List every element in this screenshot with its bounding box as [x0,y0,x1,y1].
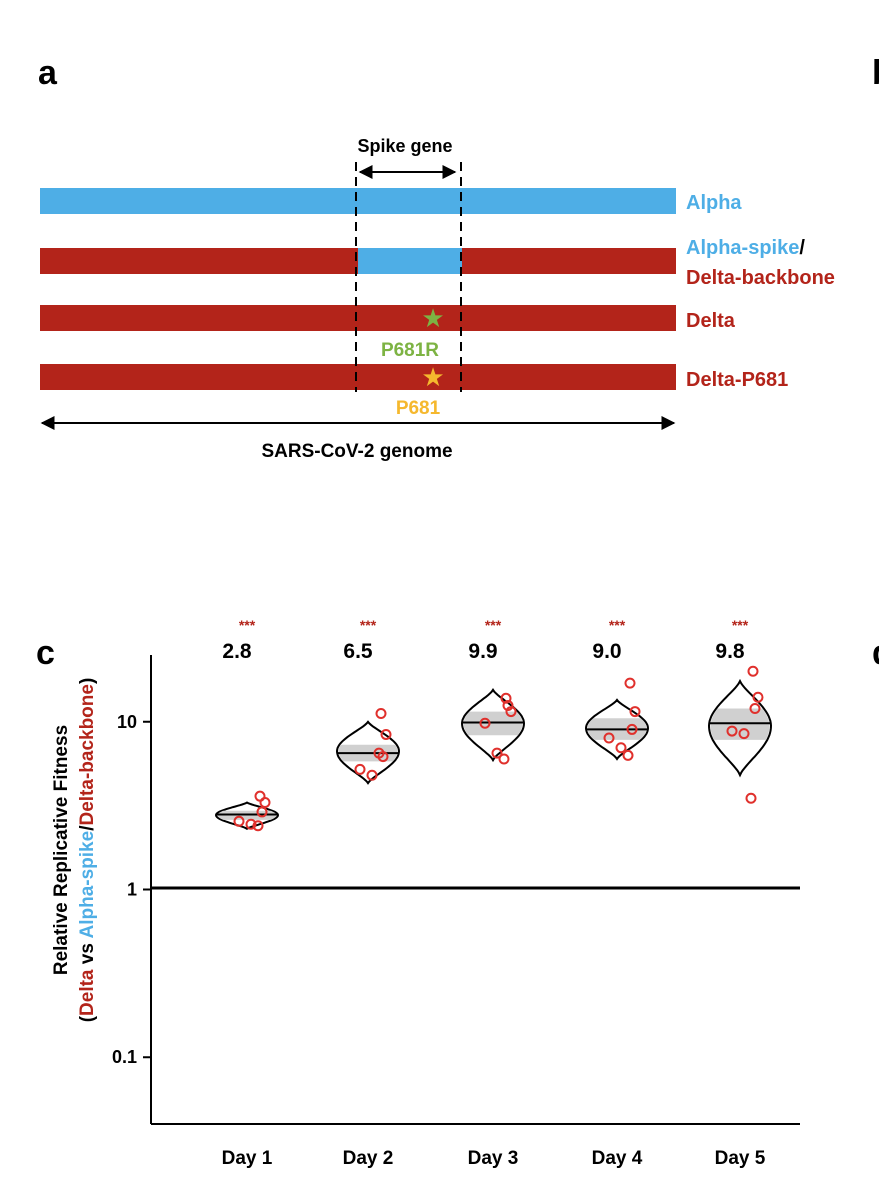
x-tick-label: Day 1 [222,1148,273,1169]
data-point [373,747,385,759]
data-point [375,707,387,719]
data-point [502,699,514,711]
median-value-label: 9.8 [715,640,745,663]
data-point [629,706,641,718]
p681r-label: P681R [381,340,439,361]
y-tick-1: 1 [127,880,151,900]
significance-label: *** [609,617,626,633]
y-axis-title-line2: (Delta vs Alpha-spike/Delta-backbone) [77,678,98,1023]
violin-outline [707,678,773,778]
p681-label: P681 [396,398,441,419]
y-tick-label-0: 0.1 [112,1047,137,1067]
data-point [745,792,757,804]
data-point [479,717,491,729]
data-point [626,723,638,735]
violin-outline [214,801,280,830]
delta-p681-label: Delta-P681 [686,369,788,391]
data-point [622,749,634,761]
day-group-4: *** 9.0 Day 4 [584,617,650,1169]
day-group-2: *** 6.5 Day 2 [335,617,401,1169]
violin-outline [460,687,526,763]
y-tick-label-2: 10 [117,712,137,732]
delta-genome-bar [40,305,676,331]
data-point [505,706,517,718]
y-axis-title-line1: Relative Replicative Fitness [51,725,72,975]
data-point [233,815,245,827]
y-tick-2: 10 [117,712,151,732]
x-tick-label: Day 3 [468,1148,519,1169]
data-point [726,725,738,737]
median-value-label: 9.0 [592,640,621,663]
chimera-spike-segment [358,248,462,274]
y-tick-label-1: 1 [127,880,137,900]
data-point [624,677,636,689]
violin-outline [584,698,650,761]
x-tick-label: Day 4 [592,1148,643,1169]
genome-label: SARS-CoV-2 genome [261,441,452,462]
data-point [491,747,503,759]
day-group-3: *** 9.9 Day 3 [460,617,526,1169]
significance-label: *** [732,617,749,633]
alpha-genome-bar [40,188,676,214]
median-value-label: 9.9 [468,640,497,663]
data-point [252,820,264,832]
x-tick-label: Day 2 [343,1148,394,1169]
data-point [256,806,268,818]
data-point [245,818,257,830]
day-group-5: *** 9.8 Day 5 [707,617,773,1169]
p681-star-icon: ★ [421,362,444,392]
chimera-label-line1: Alpha-spike/ [686,237,805,259]
y-tick-0: 0.1 [112,1047,151,1067]
data-point [366,769,378,781]
day-groups: *** 2.8 Day 1 *** 6.5 Day 2 [214,617,773,1169]
data-point [354,763,366,775]
day-group-1: *** 2.8 Day 1 [214,617,280,1169]
delta-p681-genome-bar [40,364,676,390]
data-point [259,797,271,809]
chimera-backbone-left [40,248,358,274]
chimera-label-line2: Delta-backbone [686,267,835,289]
data-point [615,742,627,754]
p681r-star-icon: ★ [421,303,444,333]
chimera-backbone-right [462,248,676,274]
panel-c-label: c [36,634,55,672]
panel-a-label: a [38,54,58,92]
x-tick-label: Day 5 [715,1148,766,1169]
data-point [603,732,615,744]
significance-label: *** [239,617,256,633]
significance-label: *** [485,617,502,633]
violin-outline [335,720,401,785]
data-point [380,728,392,740]
spike-gene-label: Spike gene [357,136,452,156]
median-value-label: 6.5 [343,640,373,663]
median-value-label: 2.8 [222,640,252,663]
data-point [752,691,764,703]
data-point [738,728,750,740]
data-point [747,665,759,677]
alpha-label: Alpha [686,192,742,214]
delta-label: Delta [686,310,736,332]
data-point [500,692,512,704]
significance-label: *** [360,617,377,633]
panel-d-edge-label: d [872,634,879,672]
panel-b-edge-label: b [872,54,879,92]
data-point [498,753,510,765]
data-point [749,702,761,714]
